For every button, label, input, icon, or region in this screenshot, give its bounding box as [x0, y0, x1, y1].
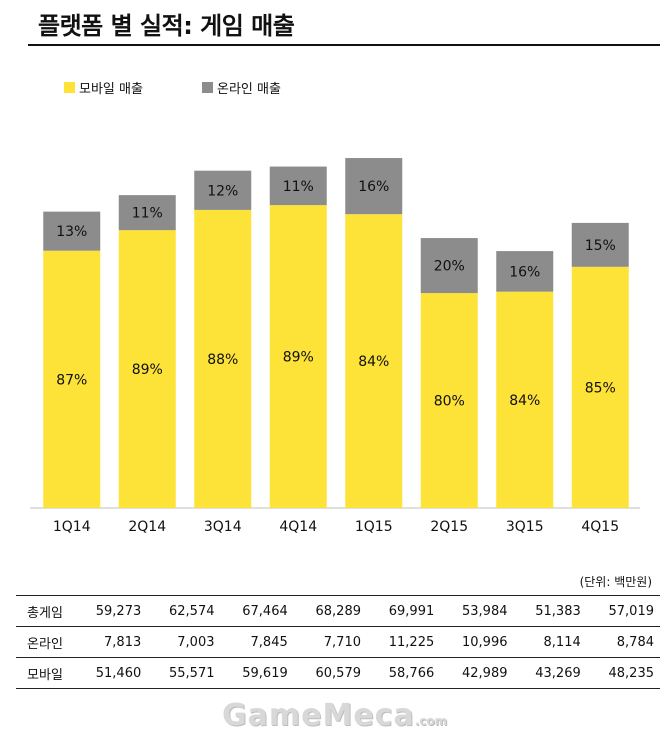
table-cell: 58,766 — [388, 665, 435, 681]
legend-label-online: 온라인 매출 — [217, 82, 281, 97]
bar-online — [420, 238, 478, 294]
unit-label: (단위: 백만원) — [579, 575, 652, 589]
row-label: 모바일 — [27, 667, 63, 683]
legend-swatch-mobile — [64, 82, 75, 93]
table-cell: 59,273 — [95, 603, 142, 619]
page-title: 플랫폼 별 실적: 게임 매출 — [38, 12, 295, 40]
table-cell: 55,571 — [169, 665, 215, 681]
data-label-online: 16% — [358, 179, 389, 195]
bar-online — [496, 251, 554, 292]
row-label: 총게임 — [27, 605, 63, 621]
bar-mobile — [496, 291, 554, 508]
x-tick-label: 1Q15 — [355, 519, 393, 535]
bar-mobile — [118, 230, 176, 508]
bar-mobile — [571, 266, 629, 508]
data-label-mobile: 88% — [207, 352, 238, 368]
bar-mobile — [345, 214, 403, 509]
data-label-mobile: 85% — [585, 380, 616, 396]
bar-mobile — [269, 205, 327, 509]
data-label-online: 16% — [509, 264, 540, 280]
bar-online — [194, 170, 252, 210]
data-label-online: 20% — [434, 259, 465, 275]
data-label-mobile: 89% — [283, 350, 314, 366]
title-divider — [28, 44, 660, 46]
data-label-mobile: 80% — [434, 394, 465, 410]
table-cell: 10,996 — [462, 634, 508, 650]
table-cell: 7,813 — [104, 634, 142, 650]
table-cell: 59,619 — [242, 665, 288, 681]
table-cell: 67,464 — [242, 603, 288, 619]
watermark-logo: GameMeca.com — [222, 698, 447, 733]
table-cell: 11,225 — [388, 634, 435, 650]
data-label-online: 11% — [132, 206, 163, 222]
legend-label-mobile: 모바일 매출 — [79, 82, 143, 97]
x-tick-label: 4Q15 — [581, 519, 619, 535]
table-row: 모바일 51,460 55,571 59,619 60,579 58,766 42,989 4… — [16, 657, 660, 689]
bar-mobile — [43, 250, 101, 508]
data-label-online: 13% — [56, 224, 87, 240]
data-label-mobile: 89% — [132, 362, 163, 378]
table-row: 온라인 7,813 7,003 7,845 7,710 11,225 10,996 8,114… — [16, 626, 660, 658]
table-cell: 7,710 — [323, 634, 361, 650]
table-cell: 7,845 — [250, 634, 288, 650]
table-cell: 69,991 — [388, 603, 435, 619]
watermark-text: GameMeca — [222, 698, 415, 733]
table-cell: 7,003 — [177, 634, 215, 650]
table-cell: 48,235 — [608, 665, 655, 681]
row-label: 온라인 — [27, 636, 63, 652]
table-cell: 57,019 — [608, 603, 655, 619]
legend-swatch-online — [202, 82, 213, 93]
legend-item-mobile: 모바일 매출 — [64, 78, 143, 97]
bar-mobile — [194, 209, 252, 508]
table-cell: 51,383 — [535, 603, 581, 619]
bar-online — [269, 166, 327, 206]
x-tick-label: 4Q14 — [279, 519, 317, 535]
table-row: 총게임 59,273 62,574 67,464 68,289 69,991 53,984 5… — [16, 595, 660, 627]
x-tick-label: 2Q15 — [430, 519, 468, 535]
table-cell: 60,579 — [315, 665, 362, 681]
stacked-bar-chart: 87% 13% 1Q14 89% 11% 2Q14 88% 12% 3Q14 89% 11% 4Q14… — [30, 158, 640, 535]
bar-online — [118, 195, 176, 231]
bar-online — [43, 211, 101, 251]
table-cell: 62,574 — [169, 603, 215, 619]
watermark-suffix: .com — [414, 714, 448, 728]
legend-item-online: 온라인 매출 — [202, 78, 281, 97]
bar-online — [345, 158, 403, 215]
bar-online — [571, 222, 629, 267]
x-tick-label: 3Q14 — [204, 519, 242, 535]
data-label-online: 15% — [585, 238, 616, 254]
data-label-mobile: 84% — [358, 354, 389, 370]
table-cell: 8,114 — [543, 634, 581, 650]
table-cell: 8,784 — [616, 634, 654, 650]
data-label-online: 12% — [207, 183, 238, 199]
data-label-online: 11% — [283, 179, 314, 195]
x-tick-label: 1Q14 — [53, 519, 91, 535]
data-label-mobile: 84% — [509, 393, 540, 409]
table-cell: 42,989 — [462, 665, 508, 681]
table-cell: 53,984 — [462, 603, 508, 619]
data-label-mobile: 87% — [56, 372, 87, 388]
table-cell: 43,269 — [535, 665, 581, 681]
revenue-table: 총게임 59,273 62,574 67,464 68,289 69,991 53,984 5… — [16, 595, 660, 689]
bar-mobile — [420, 293, 478, 508]
x-tick-label: 2Q14 — [128, 519, 166, 535]
table-cell: 51,460 — [95, 665, 142, 681]
x-tick-label: 3Q15 — [506, 519, 544, 535]
table-cell: 68,289 — [315, 603, 362, 619]
